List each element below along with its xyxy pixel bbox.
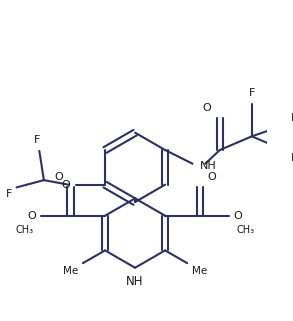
Text: O: O — [202, 103, 211, 114]
Text: F: F — [249, 88, 255, 98]
Text: F: F — [33, 134, 40, 144]
Text: CH₃: CH₃ — [236, 225, 255, 235]
Text: O: O — [54, 172, 63, 182]
Text: NH: NH — [126, 275, 144, 288]
Text: F: F — [291, 113, 293, 123]
Text: F: F — [6, 189, 12, 199]
Text: NH: NH — [200, 161, 217, 171]
Text: O: O — [207, 172, 216, 182]
Text: O: O — [62, 180, 70, 190]
Text: Me: Me — [192, 266, 207, 276]
Text: Me: Me — [63, 266, 78, 276]
Text: O: O — [28, 211, 37, 221]
Text: CH₃: CH₃ — [16, 225, 34, 235]
Text: F: F — [291, 153, 293, 163]
Text: O: O — [234, 211, 242, 221]
